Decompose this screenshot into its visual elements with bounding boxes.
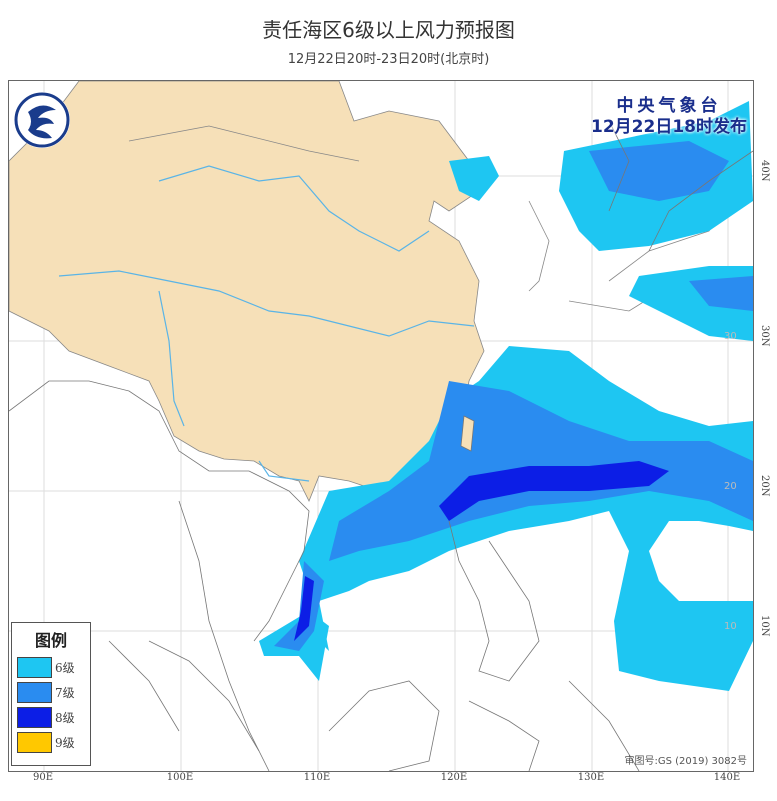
- cma-logo-icon: [14, 92, 70, 148]
- cma-logo: [14, 92, 70, 148]
- lon-tick: 130E: [577, 772, 605, 783]
- legend-item-9: 9级: [17, 730, 90, 755]
- legend: 图例 6级 7级 8级 9级: [11, 622, 91, 766]
- lon-tick: 90E: [32, 772, 54, 783]
- map-subtitle: 12月22日20时-23日20时(北京时): [287, 52, 490, 67]
- mongolia-korea-outline: [128, 125, 730, 312]
- inner-lat-10: 10: [724, 621, 737, 632]
- lat-tick: 20N: [759, 475, 770, 497]
- legend-label: 8级: [55, 711, 75, 725]
- legend-item-8: 8级: [17, 705, 90, 730]
- legend-swatch: [17, 682, 52, 703]
- issuer-name: 中央气象台: [616, 96, 722, 116]
- approval-number: 审图号:GS (2019) 3082号: [624, 756, 747, 767]
- china-land: [9, 81, 485, 502]
- legend-item-7: 7级: [17, 680, 90, 705]
- inner-lat-20: 20: [724, 481, 737, 492]
- legend-item-6: 6级: [17, 655, 90, 680]
- lon-tick: 140E: [713, 772, 741, 783]
- map-canvas: 30 20 10: [9, 81, 753, 771]
- legend-swatch: [17, 707, 52, 728]
- lon-tick: 110E: [303, 772, 331, 783]
- legend-title: 图例: [34, 631, 67, 650]
- taiwan-land: [460, 415, 475, 452]
- lon-tick: 120E: [440, 772, 468, 783]
- wind-forecast-map: 30 20 10: [8, 80, 754, 772]
- coastlines: [9, 120, 753, 771]
- legend-label: 9级: [55, 736, 75, 750]
- lat-tick: 40N: [759, 160, 770, 182]
- lat-tick: 10N: [759, 615, 770, 637]
- legend-swatch: [17, 657, 52, 678]
- issuer-label: 中央气象台 12月22日18时发布: [591, 96, 747, 138]
- legend-swatch: [17, 732, 52, 753]
- wind-zone-8: [294, 461, 669, 641]
- issue-time: 12月22日18时发布: [591, 117, 747, 137]
- map-title: 责任海区6级以上风力预报图: [262, 18, 515, 42]
- lon-tick: 100E: [166, 772, 194, 783]
- legend-label: 6级: [55, 661, 75, 675]
- lat-tick: 30N: [759, 325, 770, 347]
- rivers: [58, 165, 475, 482]
- inner-lat-30: 30: [724, 331, 737, 342]
- legend-label: 7级: [55, 686, 75, 700]
